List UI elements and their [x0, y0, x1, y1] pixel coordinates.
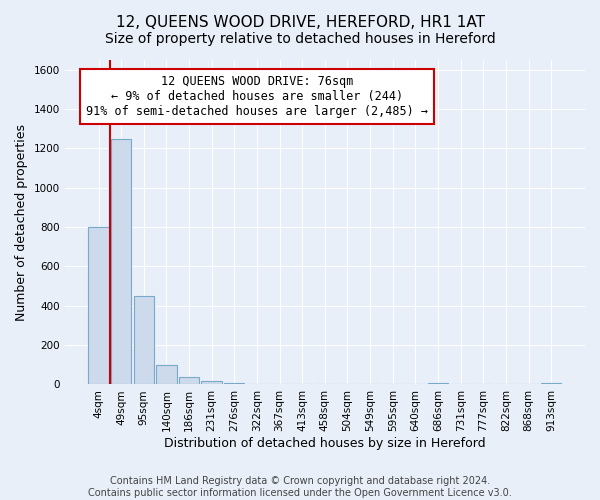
- Bar: [134, 296, 154, 384]
- Text: 12 QUEENS WOOD DRIVE: 76sqm
← 9% of detached houses are smaller (244)
91% of sem: 12 QUEENS WOOD DRIVE: 76sqm ← 9% of deta…: [86, 74, 428, 118]
- Bar: [202, 380, 222, 384]
- X-axis label: Distribution of detached houses by size in Hereford: Distribution of detached houses by size …: [164, 437, 485, 450]
- Text: Size of property relative to detached houses in Hereford: Size of property relative to detached ho…: [104, 32, 496, 46]
- Bar: [88, 227, 109, 384]
- Bar: [179, 376, 199, 384]
- Y-axis label: Number of detached properties: Number of detached properties: [15, 124, 28, 320]
- Text: 12, QUEENS WOOD DRIVE, HEREFORD, HR1 1AT: 12, QUEENS WOOD DRIVE, HEREFORD, HR1 1AT: [115, 15, 485, 30]
- Bar: [111, 138, 131, 384]
- Text: Contains HM Land Registry data © Crown copyright and database right 2024.
Contai: Contains HM Land Registry data © Crown c…: [88, 476, 512, 498]
- Bar: [156, 365, 176, 384]
